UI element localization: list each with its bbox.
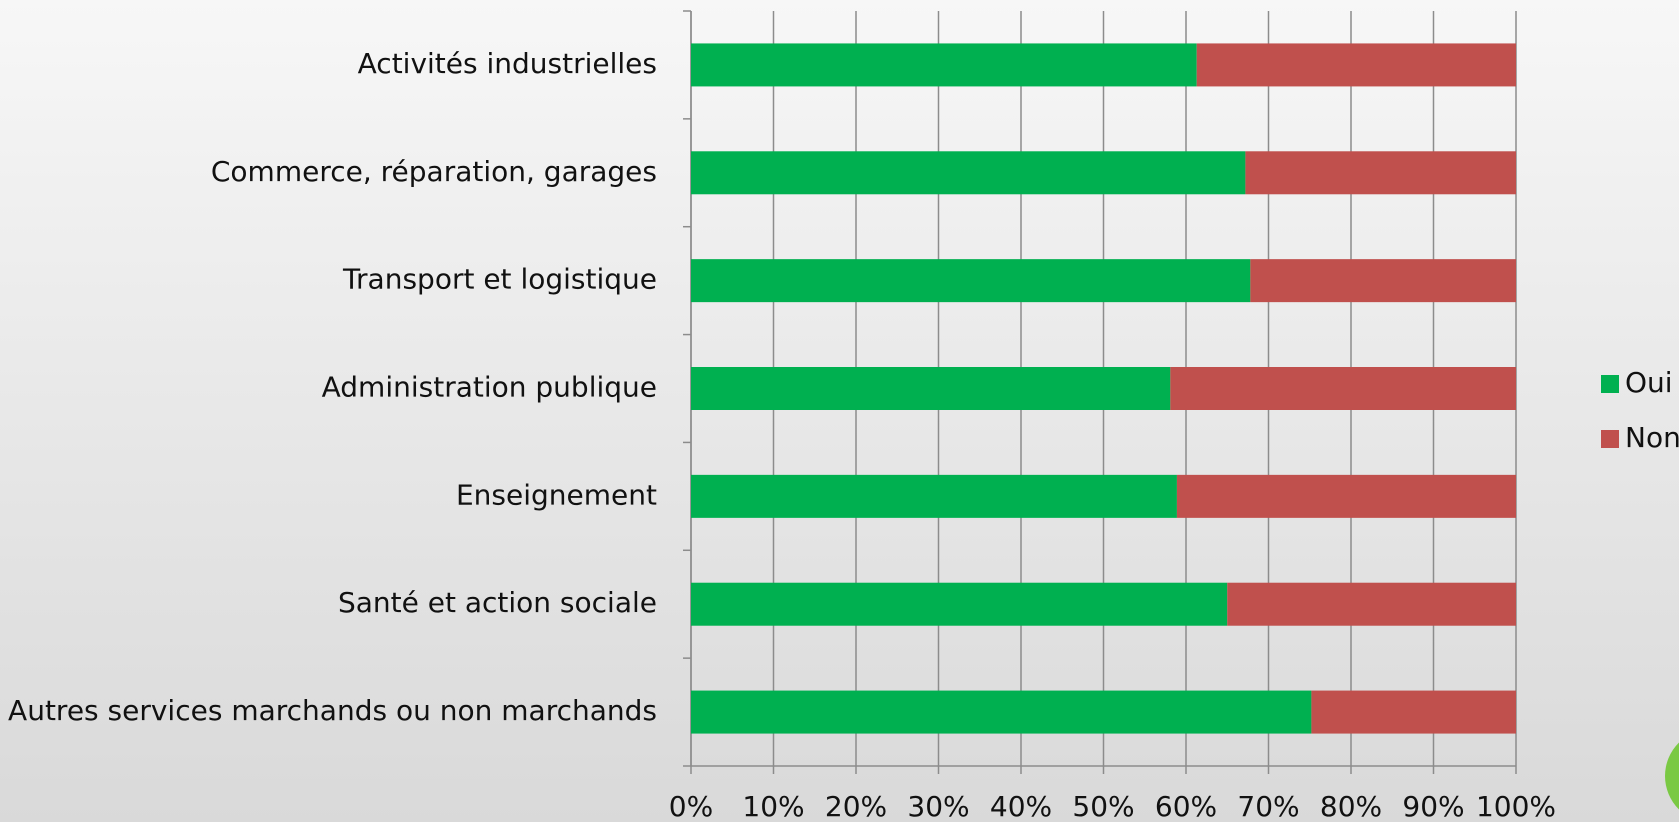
bar-segment [691,43,1197,87]
bar-segment [691,690,1312,734]
y-tick-label: Activités industrielles [358,47,657,80]
y-tick-label: Commerce, réparation, garages [211,155,657,188]
x-tick-label: 30% [907,790,969,822]
x-tick-label: 40% [990,790,1052,822]
bar-segment [1176,474,1516,518]
x-tick-label: 90% [1402,790,1464,822]
bar-segment [1227,582,1516,626]
legend-swatch [1601,375,1619,393]
bar-segment [1250,259,1516,303]
bar-segment [1196,43,1516,87]
x-tick-label: 80% [1320,790,1382,822]
x-tick-label: 60% [1155,790,1217,822]
y-tick-label: Santé et action sociale [338,586,657,619]
bar-segment [691,151,1246,195]
bar-segment [691,474,1177,518]
bar-segment [691,259,1251,303]
legend-label: Oui [1625,366,1673,399]
bar-segment [691,582,1228,626]
bar-segment [1245,151,1516,195]
legend-swatch [1601,430,1619,448]
bar-segment [1170,367,1516,410]
y-tick-label: Administration publique [322,371,657,404]
x-tick-label: 70% [1237,790,1299,822]
y-tick-label: Transport et logistique [342,263,657,296]
x-tick-label: 50% [1072,790,1134,822]
bar-segment [691,367,1171,410]
x-tick-label: 10% [742,790,804,822]
bar-segment [1311,690,1516,734]
x-tick-label: 20% [825,790,887,822]
x-tick-label: 0% [669,790,713,822]
decoration [1665,742,1679,810]
y-tick-label: Enseignement [456,478,657,511]
y-tick-label: Autres services marchands ou non marchan… [8,694,657,727]
legend-label: Non [1625,421,1679,454]
x-tick-label: 100% [1476,790,1556,822]
